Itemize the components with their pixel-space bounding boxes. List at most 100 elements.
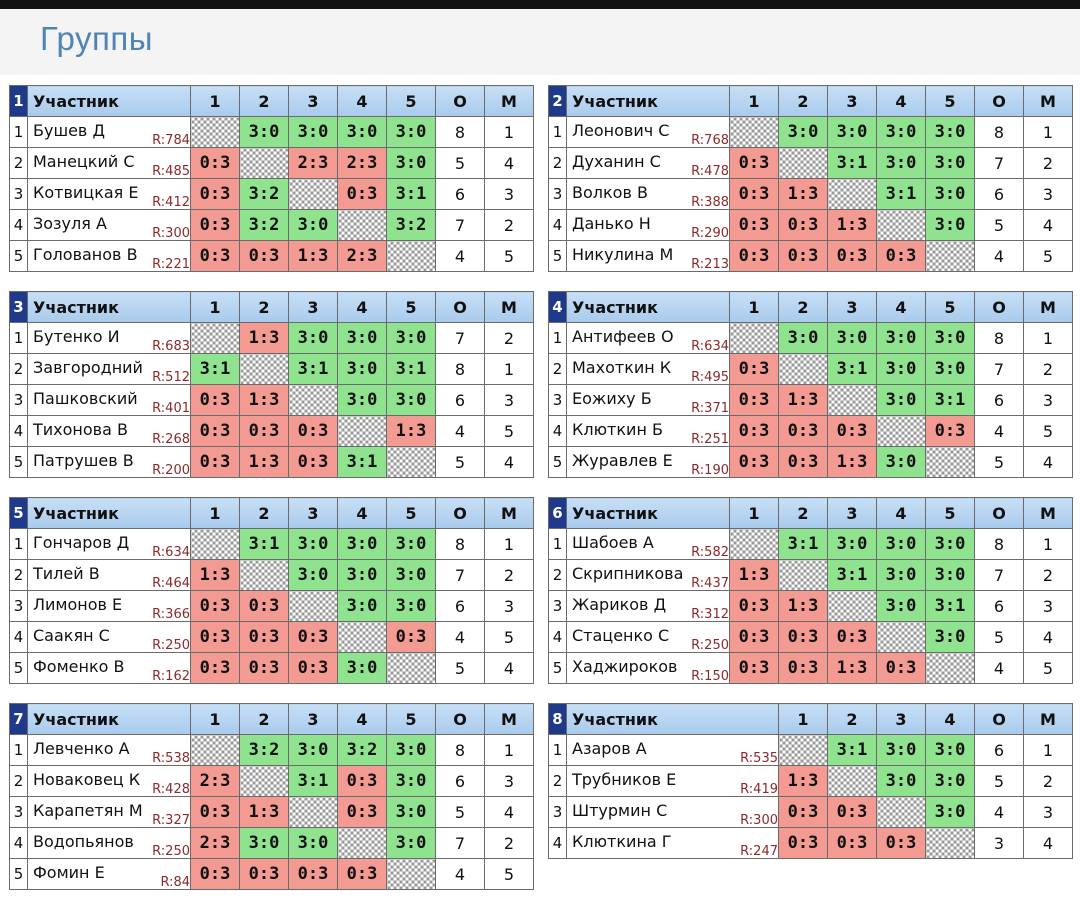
player-name[interactable]: Клюткина Г — [572, 832, 672, 851]
match-score-loss: 0:3 — [239, 240, 289, 272]
participant-header: Участник — [566, 85, 730, 117]
player-name[interactable]: Пашковский — [33, 389, 138, 408]
row-number: 4 — [548, 621, 567, 653]
match-score-win: 3:1 — [925, 384, 975, 416]
match-score-loss: 0:3 — [386, 621, 436, 653]
self-match-cell — [288, 590, 338, 622]
match-score-loss: 0:3 — [190, 621, 240, 653]
group-table-2: 2 Участник 1 2 3 4 5 О М 1 Леонович С R:768 3:0 3:0 3:… — [548, 85, 1073, 272]
player-name[interactable]: Журавлев Е — [572, 451, 673, 470]
player-points: 5 — [974, 446, 1024, 478]
player-points: 8 — [435, 353, 485, 385]
player-name[interactable]: Скрипникова — [572, 564, 684, 583]
player-points: 6 — [435, 590, 485, 622]
match-score-win: 3:0 — [925, 147, 975, 179]
self-match-cell — [827, 590, 877, 622]
group-table-4: 4 Участник 1 2 3 4 5 О М 1 Антифеев О R:634 3:0 3:0 3:… — [548, 291, 1073, 478]
match-score-win: 3:1 — [386, 353, 436, 385]
player-name[interactable]: Хаджироков — [572, 657, 678, 676]
match-score-loss: 0:3 — [778, 796, 828, 828]
player-place: 1 — [484, 528, 534, 560]
player-name[interactable]: Шабоев А — [572, 533, 654, 552]
player-place: 3 — [1023, 796, 1073, 828]
opponent-column-header: 1 — [190, 291, 240, 323]
player-name[interactable]: Жариков Д — [572, 595, 667, 614]
group-number: 2 — [548, 85, 567, 117]
player-name[interactable]: Духанин С — [572, 152, 661, 171]
player-name[interactable]: Бутенко И — [33, 327, 120, 346]
player-points: 6 — [435, 765, 485, 797]
player-name[interactable]: Волков В — [572, 183, 648, 202]
player-cell: Еожиху Б R:371 — [566, 384, 730, 416]
player-name[interactable]: Махоткин К — [572, 358, 672, 377]
player-name[interactable]: Гончаров Д — [33, 533, 130, 552]
table-row: 5 Фоменко В R:162 0:3 0:3 0:3 3:0 5 4 — [9, 652, 534, 684]
match-score-loss: 1:3 — [239, 796, 289, 828]
group-header-row: 1 Участник 1 2 3 4 5 О М — [9, 85, 534, 117]
player-name[interactable]: Завгородний — [33, 358, 143, 377]
player-cell: Фомин Е R:84 — [27, 858, 191, 890]
player-name[interactable]: Голованов В — [33, 245, 138, 264]
player-name[interactable]: Новаковец К — [33, 770, 141, 789]
player-name[interactable]: Фомин Е — [33, 863, 105, 882]
opponent-column-header: 4 — [337, 497, 387, 529]
table-row: 4 Водопьянов R:250 2:3 3:0 3:0 3:0 7 2 — [9, 827, 534, 859]
player-place: 4 — [484, 446, 534, 478]
match-score-loss: 1:3 — [827, 446, 877, 478]
player-cell: Левченко А R:538 — [27, 734, 191, 766]
player-name[interactable]: Тилей В — [33, 564, 100, 583]
player-name[interactable]: Бушев Д — [33, 121, 105, 140]
match-score-win: 3:0 — [925, 528, 975, 560]
match-score-loss: 0:3 — [288, 652, 338, 684]
player-rating: R:213 — [690, 257, 729, 272]
player-name[interactable]: Тихонова В — [33, 420, 128, 439]
player-place: 1 — [484, 353, 534, 385]
player-name[interactable]: Леонович С — [572, 121, 670, 140]
player-cell: Голованов В R:221 — [27, 240, 191, 272]
table-row: 4 Клюткина Г R:247 0:3 0:3 0:3 3 4 — [548, 827, 1073, 859]
match-score-loss: 0:3 — [190, 147, 240, 179]
player-name[interactable]: Левченко А — [33, 739, 130, 758]
player-name[interactable]: Никулина М — [572, 245, 674, 264]
player-name[interactable]: Саакян С — [33, 626, 110, 645]
place-header: М — [1023, 291, 1073, 323]
player-points: 5 — [435, 446, 485, 478]
match-score-win: 3:0 — [239, 827, 289, 859]
participant-header: Участник — [27, 703, 191, 735]
player-name[interactable]: Водопьянов — [33, 832, 134, 851]
player-place: 2 — [1023, 147, 1073, 179]
player-rating: R:634 — [690, 339, 729, 354]
player-name[interactable]: Стаценко С — [572, 626, 670, 645]
player-name[interactable]: Манецкий С — [33, 152, 135, 171]
match-score-win: 3:0 — [925, 209, 975, 241]
player-name[interactable]: Зозуля А — [33, 214, 107, 233]
player-name[interactable]: Антифеев О — [572, 327, 674, 346]
player-name[interactable]: Азаров А — [572, 739, 647, 758]
player-name[interactable]: Фоменко В — [33, 657, 125, 676]
player-name[interactable]: Карапетян М — [33, 801, 143, 820]
self-match-cell — [190, 322, 240, 354]
match-score-loss: 2:3 — [337, 240, 387, 272]
player-name[interactable]: Лимонов Е — [33, 595, 123, 614]
place-header: М — [484, 703, 534, 735]
player-rating: R:200 — [151, 463, 190, 478]
player-name[interactable]: Трубников Е — [572, 770, 677, 789]
match-score-win: 3:0 — [876, 147, 926, 179]
player-name[interactable]: Котвицкая Е — [33, 183, 139, 202]
player-name[interactable]: Штурмин С — [572, 801, 668, 820]
player-name[interactable]: Патрушев В — [33, 451, 134, 470]
match-score-loss: 0:3 — [778, 446, 828, 478]
player-name[interactable]: Клюткин Б — [572, 420, 663, 439]
opponent-column-header: 2 — [239, 497, 289, 529]
player-name[interactable]: Еожиху Б — [572, 389, 652, 408]
group-header-row: 2 Участник 1 2 3 4 5 О М — [548, 85, 1073, 117]
player-points: 7 — [435, 209, 485, 241]
match-score-win: 3:0 — [288, 559, 338, 591]
player-place: 5 — [484, 858, 534, 890]
player-rating: R:388 — [690, 195, 729, 210]
player-name[interactable]: Данько Н — [572, 214, 651, 233]
match-score-loss: 0:3 — [827, 415, 877, 447]
player-place: 4 — [1023, 209, 1073, 241]
opponent-column-header: 1 — [729, 85, 779, 117]
table-row: 2 Трубников Е R:419 1:3 3:0 3:0 5 2 — [548, 765, 1073, 797]
